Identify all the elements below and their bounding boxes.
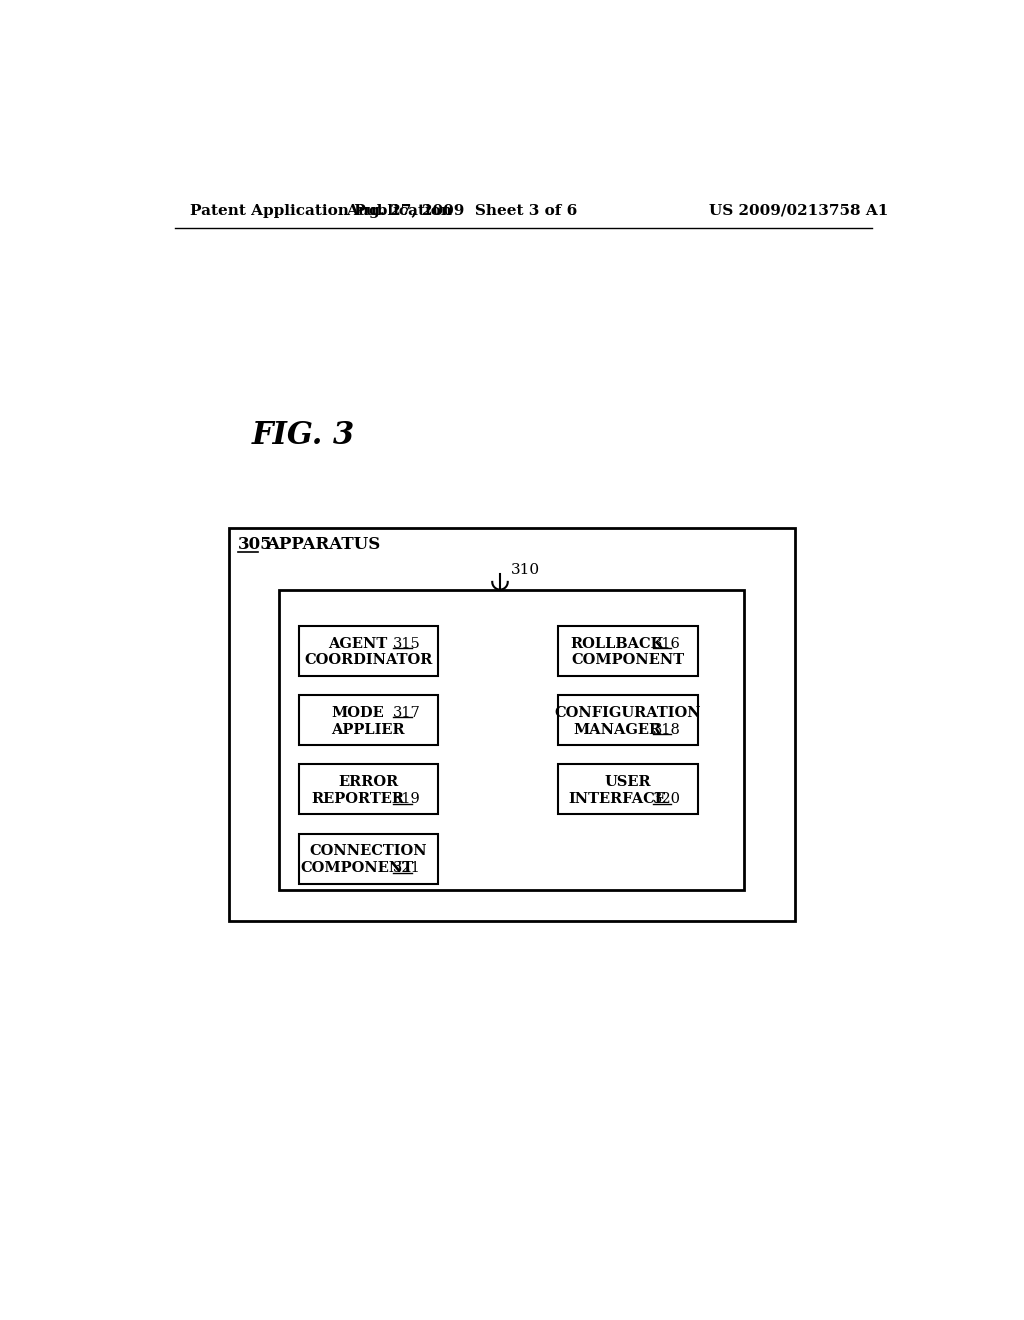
Text: 320: 320 bbox=[652, 792, 681, 807]
Text: COORDINATOR: COORDINATOR bbox=[304, 653, 432, 668]
Text: 317: 317 bbox=[393, 706, 421, 719]
Text: CONNECTION: CONNECTION bbox=[309, 845, 427, 858]
Text: 305: 305 bbox=[238, 536, 272, 553]
Text: ERROR: ERROR bbox=[338, 775, 398, 789]
Bar bbox=[228, 528, 795, 921]
Text: Patent Application Publication: Patent Application Publication bbox=[190, 203, 452, 218]
Bar bbox=[558, 764, 697, 814]
Bar bbox=[280, 590, 744, 890]
Text: APPARATUS: APPARATUS bbox=[266, 536, 380, 553]
Text: 315: 315 bbox=[393, 636, 421, 651]
Text: 316: 316 bbox=[652, 636, 681, 651]
Text: INTERFACE: INTERFACE bbox=[568, 792, 666, 807]
Text: 321: 321 bbox=[393, 862, 421, 875]
Text: COMPONENT: COMPONENT bbox=[571, 653, 684, 668]
Text: MODE: MODE bbox=[331, 706, 384, 719]
Bar bbox=[558, 696, 697, 744]
Text: US 2009/0213758 A1: US 2009/0213758 A1 bbox=[710, 203, 889, 218]
Text: USER: USER bbox=[604, 775, 651, 789]
Text: ROLLBACK: ROLLBACK bbox=[570, 636, 664, 651]
Bar bbox=[299, 696, 438, 744]
Text: 319: 319 bbox=[393, 792, 421, 807]
Bar bbox=[299, 626, 438, 676]
Text: REPORTER: REPORTER bbox=[311, 792, 403, 807]
Text: COMPONENT: COMPONENT bbox=[301, 862, 414, 875]
Bar bbox=[558, 626, 697, 676]
Text: 310: 310 bbox=[511, 562, 540, 577]
Text: CONFIGURATION: CONFIGURATION bbox=[555, 706, 701, 719]
Bar bbox=[299, 834, 438, 884]
Text: APPLIER: APPLIER bbox=[332, 723, 406, 737]
Text: 318: 318 bbox=[652, 723, 681, 737]
Text: AGENT: AGENT bbox=[328, 636, 387, 651]
Text: Aug. 27, 2009  Sheet 3 of 6: Aug. 27, 2009 Sheet 3 of 6 bbox=[346, 203, 577, 218]
Text: FIG. 3: FIG. 3 bbox=[252, 420, 355, 451]
Text: MANAGER: MANAGER bbox=[573, 723, 662, 737]
Bar bbox=[299, 764, 438, 814]
